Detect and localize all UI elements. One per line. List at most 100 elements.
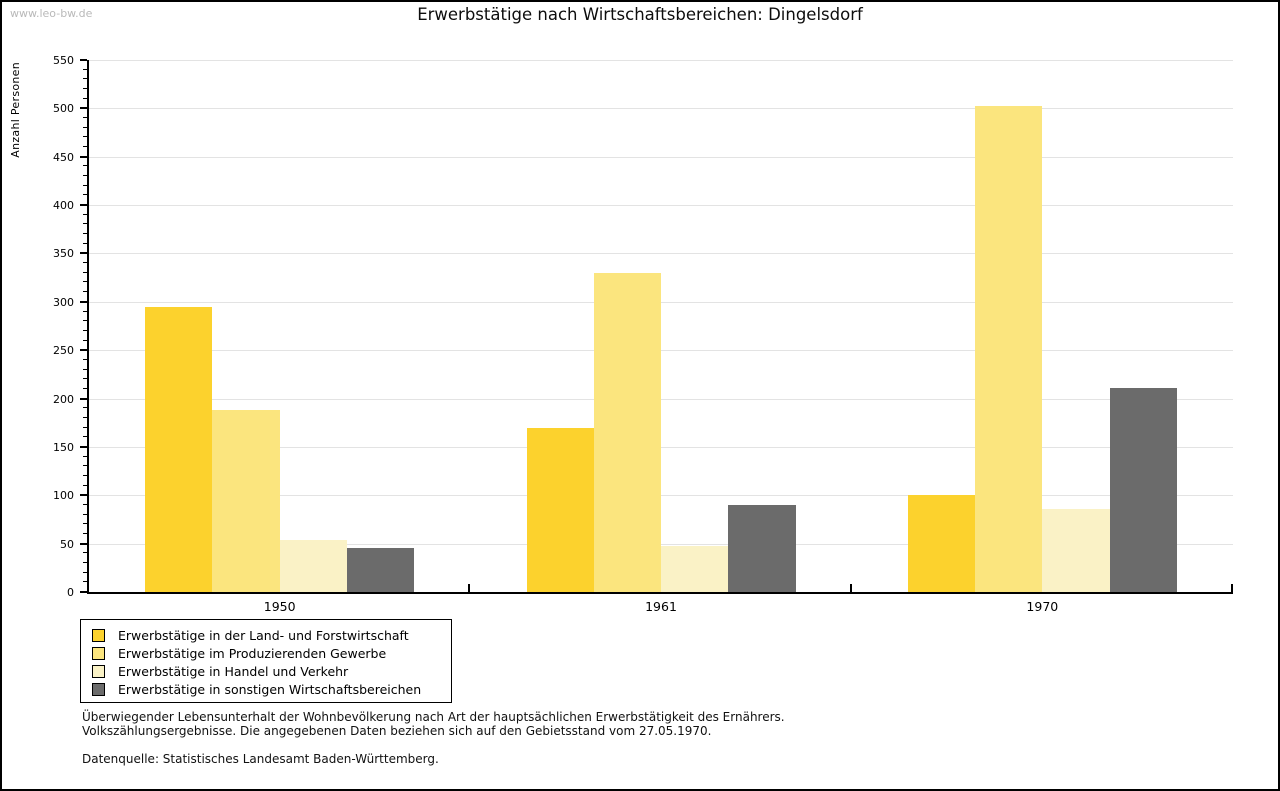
x-tick-2 <box>849 584 852 592</box>
y-tick-label-200: 200 <box>53 392 74 406</box>
y-tick-label-150: 150 <box>53 440 74 454</box>
y-minor-tick-190 <box>83 407 87 409</box>
bar-1950-series-1 <box>145 306 213 592</box>
y-minor-tick-310 <box>83 291 87 293</box>
y-minor-tick-210 <box>83 387 87 389</box>
y-minor-tick-220 <box>83 378 87 380</box>
y-minor-tick-540 <box>83 68 87 70</box>
y-minor-tick-430 <box>83 175 87 177</box>
y-tick-label-50: 50 <box>60 537 74 551</box>
gridline-100 <box>89 495 1233 497</box>
bar-1961-series-3 <box>661 545 729 592</box>
source-note: Datenquelle: Statistisches Landesamt Bad… <box>82 752 439 766</box>
y-minor-tick-120 <box>83 474 87 476</box>
legend-item-4: Erwerbstätige in sonstigen Wirtschaftsbe… <box>92 680 451 698</box>
y-minor-tick-320 <box>83 281 87 283</box>
legend-swatch-icon <box>92 664 105 678</box>
y-minor-tick-70 <box>83 523 87 525</box>
legend-item-3: Erwerbstätige in Handel und Verkehr <box>92 662 451 680</box>
bar-1950-series-4 <box>346 548 415 592</box>
y-tick-label-0: 0 <box>67 586 74 599</box>
y-minor-tick-180 <box>83 416 87 418</box>
y-tick-500 <box>80 107 87 110</box>
y-tick-550 <box>80 59 87 61</box>
legend-label: Erwerbstätige in sonstigen Wirtschaftsbe… <box>118 681 422 697</box>
x-tick-1 <box>468 584 471 592</box>
y-minor-tick-130 <box>83 465 87 467</box>
watermark: www.leo-bw.de <box>10 7 93 20</box>
y-minor-tick-490 <box>83 117 87 119</box>
bar-1970-series-3 <box>1042 508 1110 592</box>
y-minor-tick-170 <box>83 426 87 428</box>
y-minor-tick-10 <box>83 581 87 583</box>
y-minor-tick-380 <box>83 223 87 225</box>
y-tick-label-350: 350 <box>53 247 74 261</box>
gridline-250 <box>89 350 1233 352</box>
bar-1961-series-2 <box>593 272 661 592</box>
chart-title: Erwerbstätige nach Wirtschaftsbereichen:… <box>417 5 863 24</box>
y-minor-tick-510 <box>83 97 87 99</box>
y-minor-tick-270 <box>83 329 87 331</box>
legend-item-2: Erwerbstätige im Produzierenden Gewerbe <box>92 644 451 662</box>
gridline-500 <box>89 108 1233 110</box>
y-minor-tick-480 <box>83 126 87 128</box>
gridline-150 <box>89 446 1233 448</box>
y-tick-label-300: 300 <box>53 295 74 309</box>
y-minor-tick-40 <box>83 552 87 554</box>
gridline-400 <box>89 205 1233 207</box>
y-minor-tick-80 <box>83 513 87 515</box>
y-tick-label-500: 500 <box>53 102 74 116</box>
y-tick-label-550: 550 <box>53 54 74 67</box>
legend: Erwerbstätige in der Land- und Forstwirt… <box>80 619 452 703</box>
y-minor-tick-520 <box>83 88 87 90</box>
y-minor-tick-330 <box>83 271 87 273</box>
y-tick-300 <box>80 300 87 303</box>
y-tick-400 <box>80 204 87 207</box>
y-tick-100 <box>80 494 87 497</box>
footnote-block: Überwiegender Lebensunterhalt der Wohnbe… <box>82 710 785 738</box>
y-tick-label-450: 450 <box>53 150 74 164</box>
bar-1970-series-1 <box>907 495 976 592</box>
x-tick-label-1970: 1970 <box>1026 599 1059 614</box>
y-tick-150 <box>80 445 87 448</box>
y-minor-tick-260 <box>83 339 87 341</box>
x-tick-label-1961: 1961 <box>645 599 677 614</box>
bar-1970-series-4 <box>1109 387 1177 592</box>
y-tick-250 <box>80 349 87 352</box>
legend-swatch-icon <box>92 646 105 660</box>
y-tick-200 <box>80 397 87 400</box>
y-minor-tick-440 <box>83 165 87 167</box>
gridline-300 <box>89 301 1233 303</box>
gridline-550 <box>89 60 1233 61</box>
y-tick-label-100: 100 <box>53 489 74 503</box>
y-minor-tick-240 <box>83 358 87 360</box>
y-minor-tick-390 <box>83 213 87 215</box>
y-minor-tick-370 <box>83 233 87 235</box>
x-tick-label-1950: 1950 <box>263 599 296 614</box>
y-tick-450 <box>80 155 87 158</box>
gridline-450 <box>89 156 1233 158</box>
legend-label: Erwerbstätige in der Land- und Forstwirt… <box>118 627 409 643</box>
y-minor-tick-360 <box>83 242 87 244</box>
legend-item-1: Erwerbstätige in der Land- und Forstwirt… <box>92 626 451 644</box>
legend-label: Erwerbstätige im Produzierenden Gewerbe <box>118 645 387 661</box>
y-axis-label: Anzahl Personen <box>9 62 22 158</box>
bar-1970-series-2 <box>975 106 1043 592</box>
y-minor-tick-230 <box>83 368 87 370</box>
y-minor-tick-90 <box>83 503 87 505</box>
y-minor-tick-60 <box>83 532 87 534</box>
y-tick-350 <box>80 252 87 255</box>
gridline-50 <box>89 543 1233 545</box>
y-minor-tick-470 <box>83 136 87 138</box>
y-minor-tick-280 <box>83 320 87 322</box>
y-tick-0 <box>80 591 87 593</box>
footnote-line-2: Volkszählungsergebnisse. Die angegebenen… <box>82 724 712 738</box>
y-tick-label-250: 250 <box>53 344 74 358</box>
x-tick-3 <box>1231 584 1233 592</box>
y-tick-50 <box>80 542 87 545</box>
legend-swatch-icon <box>92 628 105 642</box>
bar-1961-series-1 <box>526 427 594 592</box>
gridline-350 <box>89 253 1233 255</box>
y-minor-tick-30 <box>83 561 87 563</box>
y-minor-tick-460 <box>83 146 87 148</box>
